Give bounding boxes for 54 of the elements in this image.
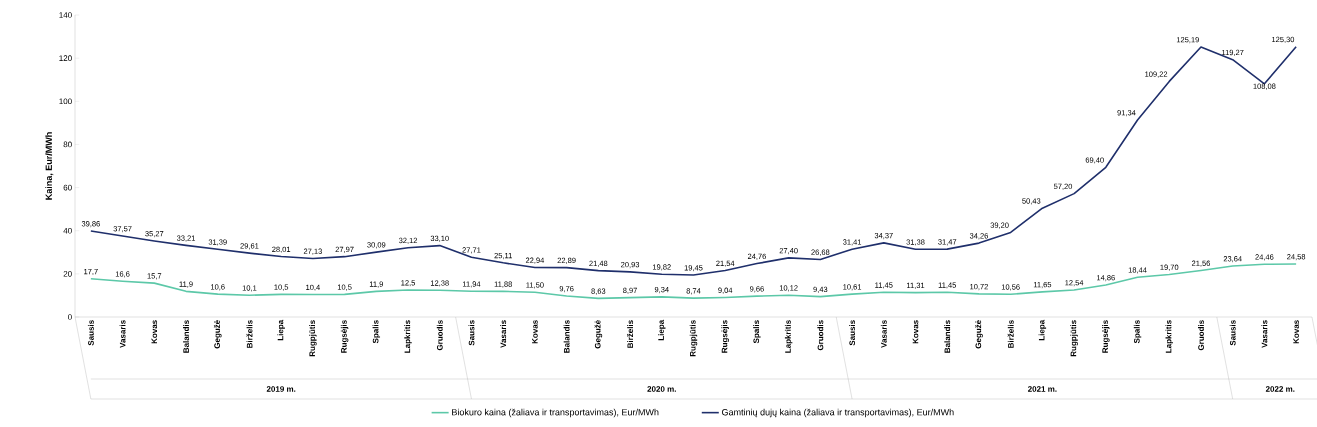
x-tick-label: Kovas (151, 320, 158, 344)
y-tick-label: 40 (63, 227, 72, 234)
x-tick-label: Rugsėjis (340, 320, 349, 353)
x-tick-label: Liepa (277, 319, 285, 341)
x-tick-label: Rugsėjis (1102, 320, 1110, 353)
x-tick-label: Vasaris (1261, 320, 1268, 348)
x-tick-label: Sausis (87, 320, 94, 346)
x-tick-label: Balandis (183, 320, 189, 353)
x-tick-label: Rugsėjis (721, 320, 729, 353)
x-tick-label: Lapkritis (784, 320, 793, 353)
legend-label: Gamtinių dujų kaina (žaliava ir transportavimas), Eur/MWh (722, 408, 954, 418)
x-tick-label: Vasaris (119, 320, 126, 348)
x-tick-label: Spalis (1133, 320, 1142, 344)
x-tick-label: Rugpjūtis (689, 320, 698, 357)
x-tick-label: Gegužė (594, 320, 603, 349)
x-tick-label: Liepa (1038, 319, 1047, 341)
y-axis-title: Kaina, Eur/MWh (45, 132, 54, 200)
x-tick-label: Rugpjūtis (1070, 320, 1078, 357)
x-tick-label: Gegužė (213, 320, 222, 349)
x-tick-label: Birželis (627, 320, 634, 348)
x-tick-label: Spalis (753, 320, 761, 344)
x-tick-label: Sausis (468, 320, 475, 346)
legend-label: Biokuro kaina (žaliava ir transportavimas), Eur/MWh (452, 408, 659, 418)
x-tick-label: Vasaris (880, 320, 887, 348)
y-tick-label: 120 (59, 55, 72, 61)
x-tick-label: Sausis (1229, 320, 1236, 346)
text: 2020 m. (647, 386, 676, 392)
y-tick-label: 140 (59, 12, 72, 18)
x-tick-label: Gegužė (975, 320, 983, 349)
x-tick-label: Balandis (563, 320, 570, 353)
x-tick-label: Gruodis (436, 320, 443, 351)
x-tick-label: Kovas (1293, 320, 1299, 344)
x-tick-label: Gruodis (1198, 320, 1204, 351)
y-tick-label: 60 (63, 184, 72, 191)
x-tick-label: Kovas (912, 320, 919, 344)
x-tick-label: Gruodis (817, 320, 824, 351)
text: 2019 m. (266, 386, 296, 392)
x-tick-label: Spalis (372, 320, 381, 344)
x-tick-label: Sausis (849, 320, 856, 346)
x-tick-label: Liepa (658, 319, 666, 341)
text: 2022 m. (1265, 386, 1295, 392)
text: 2021 m. (1027, 386, 1057, 392)
y-tick-label: 20 (63, 271, 72, 277)
x-tick-label: Kovas (532, 320, 538, 344)
y-tick-label: 80 (63, 141, 72, 148)
x-tick-label: Lapkritis (1165, 320, 1173, 353)
x-tick-label: Birželis (1007, 320, 1014, 348)
y-tick-label: 100 (59, 98, 72, 105)
x-tick-label: Rugpjūtis (309, 320, 317, 357)
x-tick-label: Birželis (246, 320, 253, 348)
y-tick-label: 0 (68, 314, 72, 320)
x-tick-label: Balandis (944, 320, 951, 353)
x-tick-label: Vasaris (500, 320, 507, 348)
x-tick-label: Lapkritis (404, 320, 412, 353)
